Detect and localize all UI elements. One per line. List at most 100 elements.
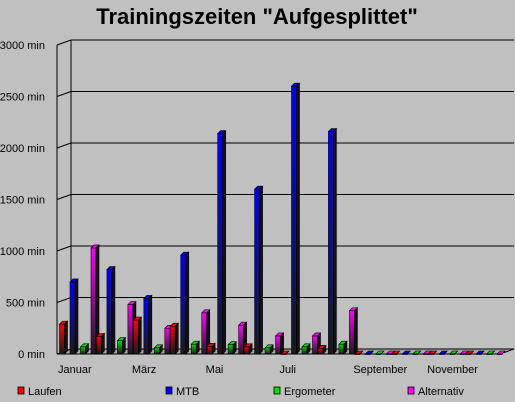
x-tick-label: Juli (280, 364, 297, 376)
bar-mtb-januar (69, 278, 79, 355)
legend-item-alternativ: Alternativ (407, 386, 464, 398)
x-tick-label: Januar (58, 364, 92, 376)
gridline-side (56, 297, 72, 303)
bar-front (206, 345, 213, 355)
bar-side (354, 307, 358, 355)
bar-side (285, 350, 290, 355)
bar-front (238, 324, 244, 355)
plot-wall (57, 40, 514, 354)
bar-side (222, 129, 226, 355)
plot-area: 0 min 500 min 1000 min 1500 min 2000 min 2500… (0, 39, 515, 376)
bar-side (501, 350, 506, 355)
bar-side (122, 336, 126, 355)
bar-side (491, 350, 495, 355)
legend: Laufen MTB Ergometer Alternativ (17, 386, 464, 398)
bar-side (138, 316, 142, 355)
bar-front (328, 131, 334, 355)
legend-label: Ergometer (284, 386, 336, 398)
bar-laufen-märz (132, 316, 143, 355)
bar-ergometer-märz (153, 344, 164, 355)
legend-item-mtb: MTB (165, 386, 199, 398)
y-tick-label: 0 min (18, 349, 45, 361)
bar-front (243, 346, 250, 355)
bar-front (217, 133, 223, 355)
bar-front (169, 325, 176, 355)
y-tick-label: 1000 min (0, 246, 45, 258)
bar-front (291, 85, 297, 355)
bar-front (80, 346, 86, 355)
bar-ergometer-april (190, 340, 200, 355)
bar-front (301, 346, 308, 355)
bar-front (143, 298, 150, 355)
legend-item-ergometer: Ergometer (273, 386, 336, 398)
bar-alternativ-juni (274, 332, 285, 355)
bar-side (101, 332, 105, 355)
legend-item-laufen: Laufen (17, 386, 62, 398)
gridline-side (56, 245, 72, 252)
bar-side (195, 340, 200, 355)
bar-side (159, 344, 163, 355)
x-tick-label: November (427, 364, 478, 376)
bar-alternativ-januar (90, 244, 100, 355)
y-tick-label: 2000 min (0, 143, 45, 155)
bar-laufen-januar (58, 320, 69, 355)
y-tick-label: 2500 min (0, 92, 45, 104)
bar-side (259, 185, 263, 355)
bar-front (275, 335, 281, 355)
bar-mtb-juni (253, 185, 264, 355)
bar-ergometer-august (338, 340, 348, 355)
y-tick-label: 1500 min (0, 195, 45, 207)
bar-front (190, 343, 197, 355)
bar-front (96, 336, 102, 355)
bar-side (148, 294, 153, 355)
bar-side (74, 278, 79, 355)
bar-side (433, 350, 437, 355)
bar-side (470, 350, 474, 355)
bar-side (174, 322, 179, 355)
bar-side (296, 82, 300, 355)
bar-front (317, 348, 324, 355)
bar-alternativ-august (348, 307, 359, 355)
bar-mtb-august (327, 127, 338, 355)
bar-mtb-mai (216, 129, 227, 355)
bar-ergometer-juni (264, 344, 274, 355)
bar-laufen-februar (95, 332, 106, 355)
bar-side (64, 320, 68, 355)
bar-ergometer-januar (79, 343, 90, 355)
bar-mtb-juli (290, 82, 301, 355)
bar-side (248, 343, 253, 355)
legend-swatch (407, 386, 415, 395)
chart-title: Trainingszeiten "Aufgesplittet" (96, 4, 418, 29)
bar-ergometer-mai (227, 341, 237, 355)
x-tick-label: Mai (206, 364, 224, 376)
bar-side (185, 251, 190, 355)
bar-side (396, 350, 400, 355)
bar-side (370, 350, 374, 355)
bar-front (180, 254, 187, 355)
bar-side (211, 342, 216, 355)
bar-side (232, 341, 237, 355)
bar-alternativ-april (201, 309, 211, 355)
bar-side (417, 350, 421, 355)
bar-front (69, 281, 76, 355)
bar-side (85, 343, 89, 355)
bar-side (111, 265, 116, 355)
y-tick-label: 500 min (6, 298, 45, 310)
bar-front (154, 347, 160, 355)
bar-side (407, 350, 411, 355)
legend-label: Laufen (28, 386, 62, 398)
bar-front (106, 269, 113, 355)
legend-label: Alternativ (418, 386, 464, 398)
bar-laufen-juni (243, 343, 253, 355)
legend-swatch (165, 386, 173, 395)
bar-laufen-mai (206, 342, 216, 355)
x-tick-label: März (132, 364, 156, 376)
bar-mtb-februar (106, 265, 116, 355)
bar-front (264, 347, 271, 355)
bar-front (312, 335, 318, 355)
bar-side (343, 340, 348, 355)
bar-mtb-april (180, 251, 190, 355)
x-tick-label: September (353, 364, 407, 376)
bar-side (322, 344, 327, 355)
